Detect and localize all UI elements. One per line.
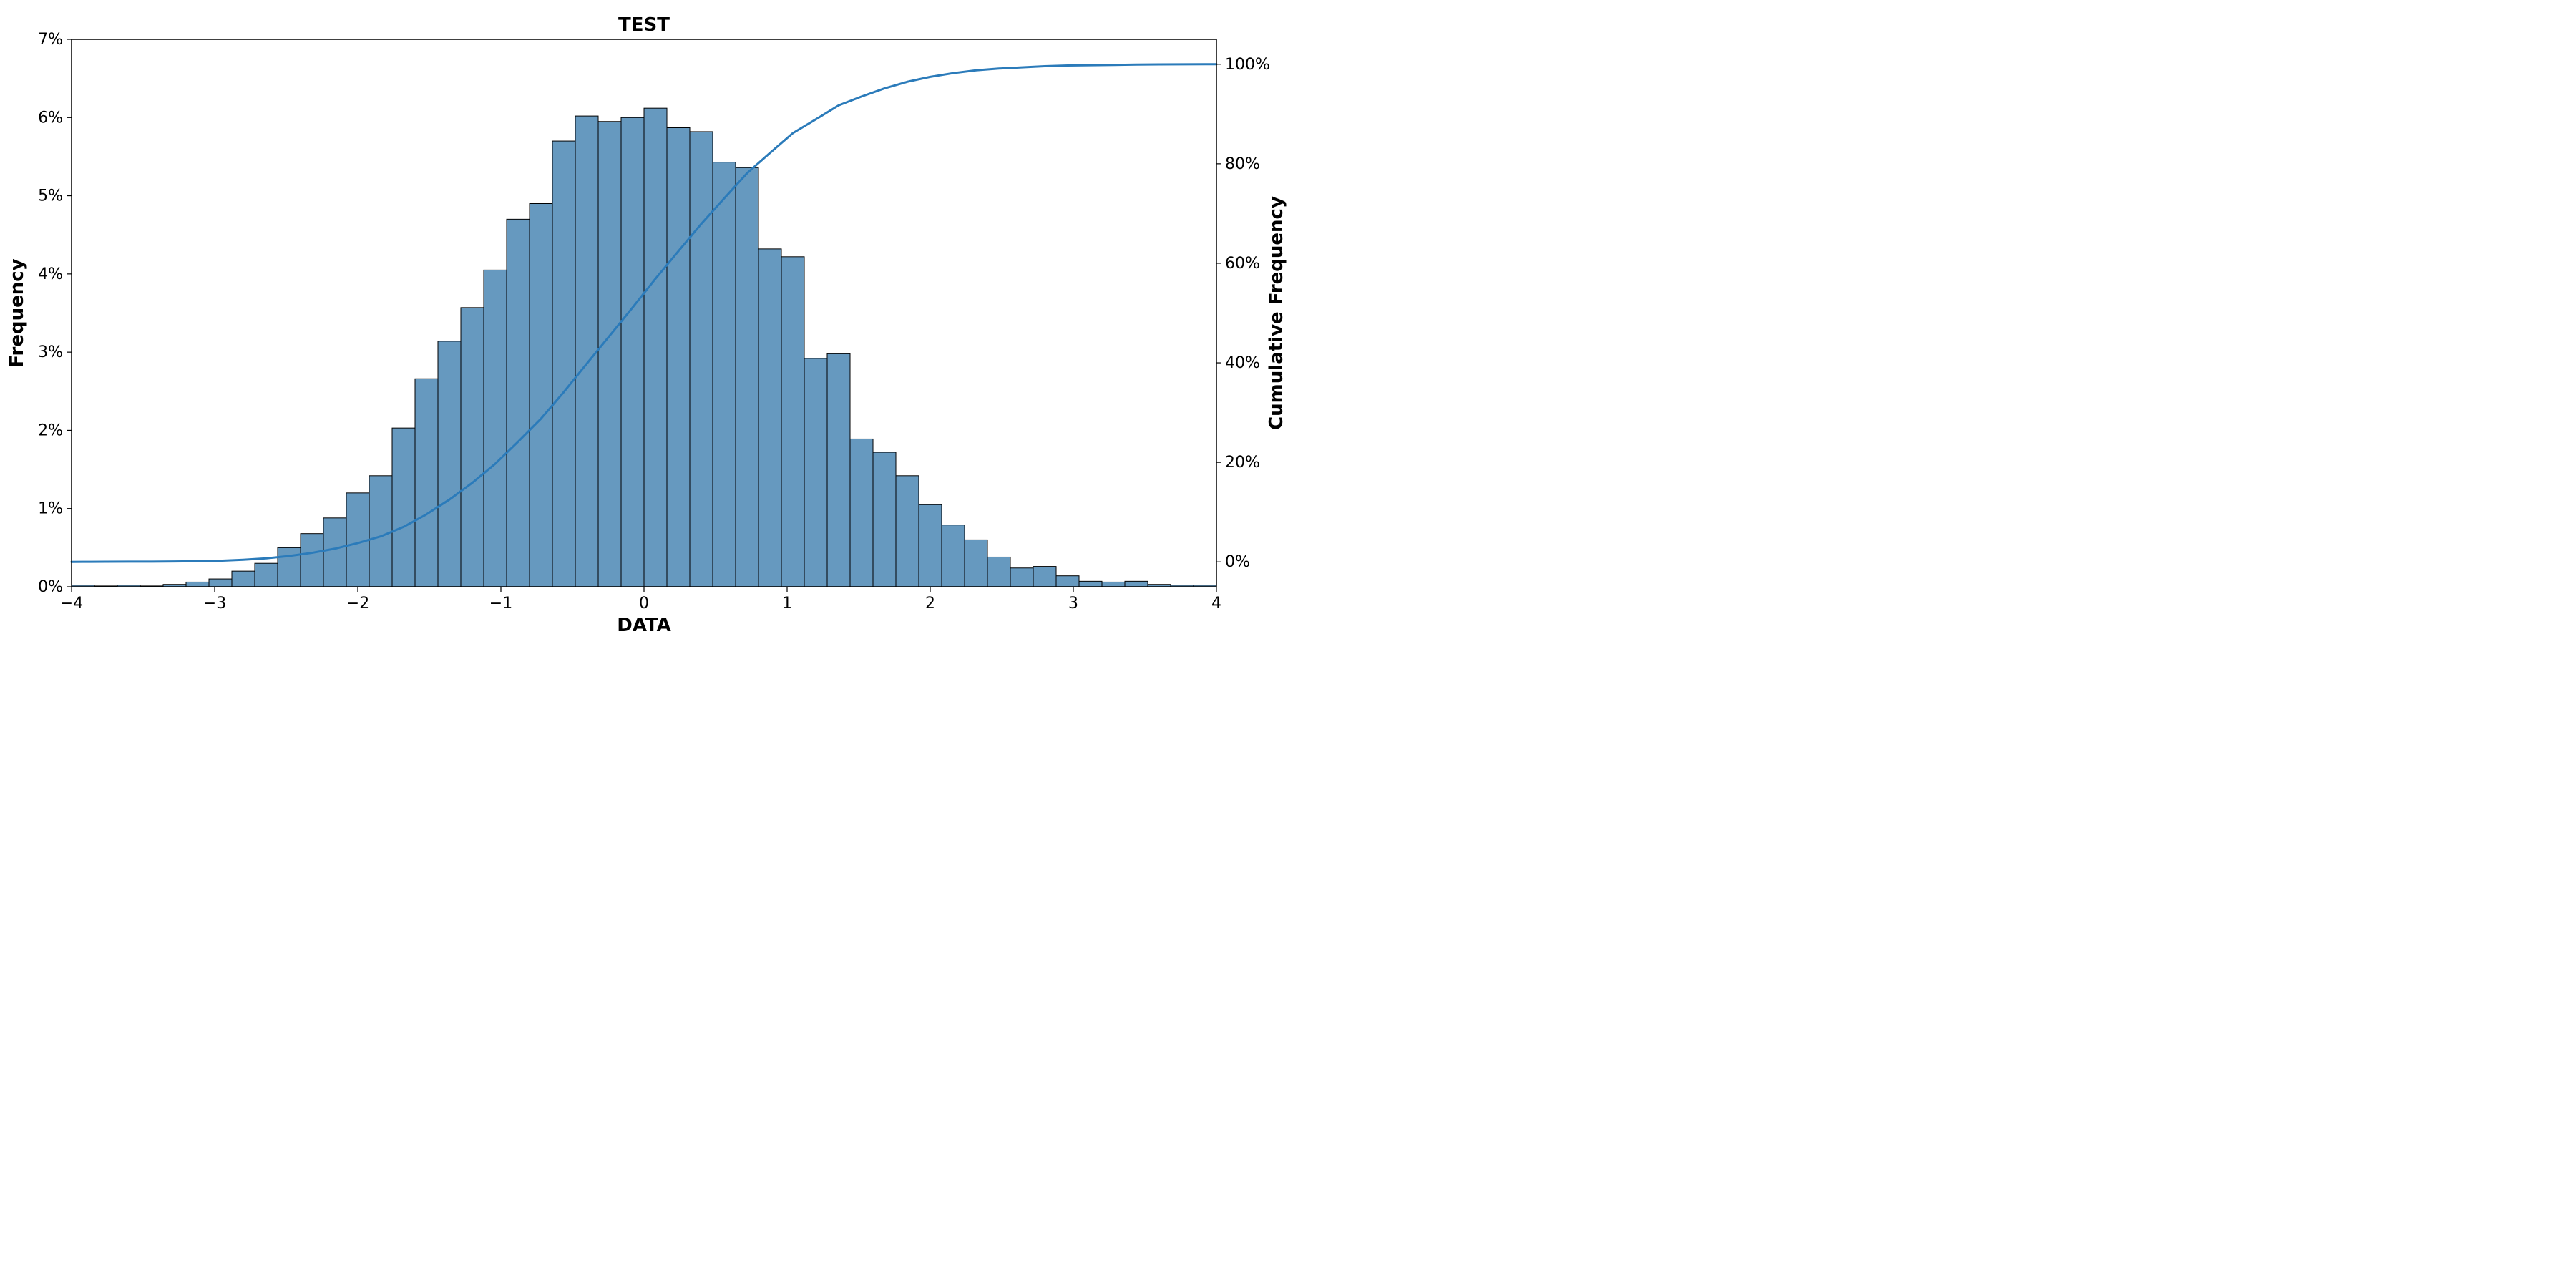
histogram-bar (575, 116, 598, 587)
y-right-tick-label: 100% (1225, 56, 1270, 74)
histogram-bar (758, 249, 781, 587)
histogram-bar (552, 141, 575, 587)
histogram-bar (1125, 581, 1148, 587)
histogram-bar (369, 476, 392, 587)
histogram-bar (804, 358, 827, 587)
x-tick-label: −2 (346, 595, 369, 613)
histogram-bar (942, 525, 965, 587)
x-tick-label: 1 (782, 595, 792, 613)
y-right-tick-label: 20% (1225, 454, 1260, 472)
histogram-bar (255, 563, 278, 587)
y-left-tick-label: 5% (38, 187, 63, 205)
histogram-bar (186, 582, 209, 587)
histogram-bar (392, 428, 415, 587)
x-tick-label: −4 (60, 595, 83, 613)
histogram-bar (1079, 581, 1102, 587)
y-left-tick-label: 1% (38, 500, 63, 518)
x-tick-label: 0 (639, 595, 649, 613)
histogram-bar (644, 108, 667, 587)
histogram-bar (827, 353, 850, 587)
histogram-bar (713, 162, 736, 587)
y-left-tick-label: 0% (38, 578, 63, 596)
histogram-bar (1033, 567, 1056, 587)
y-right-tick-label: 60% (1225, 255, 1260, 273)
histogram-bar (438, 341, 461, 587)
histogram-bar (209, 579, 232, 587)
histogram-bar (781, 257, 804, 587)
x-tick-label: 2 (925, 595, 935, 613)
x-tick-label: 4 (1211, 595, 1221, 613)
histogram-bar (530, 204, 552, 587)
y-left-tick-label: 4% (38, 265, 63, 283)
y-left-tick-label: 3% (38, 343, 63, 361)
x-tick-label: −1 (489, 595, 512, 613)
histogram-bar (1102, 582, 1125, 587)
histogram-bar (987, 557, 1010, 587)
histogram-bar (507, 219, 530, 587)
histogram-bar (896, 476, 919, 587)
histogram-bar (301, 534, 323, 587)
y-left-tick-label: 6% (38, 109, 63, 127)
chart-container: −4−3−2−1012340%1%2%3%4%5%6%7%0%20%40%60%… (0, 0, 1288, 644)
y-right-tick-label: 0% (1225, 553, 1250, 571)
histogram-bar (461, 308, 484, 587)
histogram-bar (1010, 568, 1033, 587)
histogram-bar (850, 439, 873, 587)
y-right-tick-label: 40% (1225, 354, 1260, 372)
histogram-bar (1056, 576, 1079, 587)
histogram-bar (232, 571, 255, 587)
y-left-axis-label: Frequency (6, 258, 28, 367)
histogram-bar (484, 270, 507, 587)
y-left-tick-label: 7% (38, 31, 63, 49)
y-right-axis-label: Cumulative Frequency (1266, 196, 1287, 430)
y-right-tick-label: 80% (1225, 155, 1260, 173)
x-tick-label: −3 (203, 595, 226, 613)
histogram-bar (919, 504, 942, 587)
histogram-bar (621, 117, 644, 587)
histogram-bar (598, 122, 621, 587)
x-tick-label: 3 (1068, 595, 1078, 613)
x-axis-label: DATA (617, 615, 671, 636)
chart-title: TEST (618, 14, 670, 36)
histogram-bar (323, 518, 346, 587)
chart-svg: −4−3−2−1012340%1%2%3%4%5%6%7%0%20%40%60%… (0, 0, 1288, 644)
histogram-bar (278, 547, 301, 587)
histogram-bar (690, 132, 713, 587)
histogram-bar (667, 127, 690, 587)
y-left-tick-label: 2% (38, 421, 63, 439)
histogram-bar (873, 452, 896, 587)
histogram-bar (415, 379, 438, 587)
histogram-bar (736, 167, 758, 587)
histogram-bar (965, 540, 987, 587)
